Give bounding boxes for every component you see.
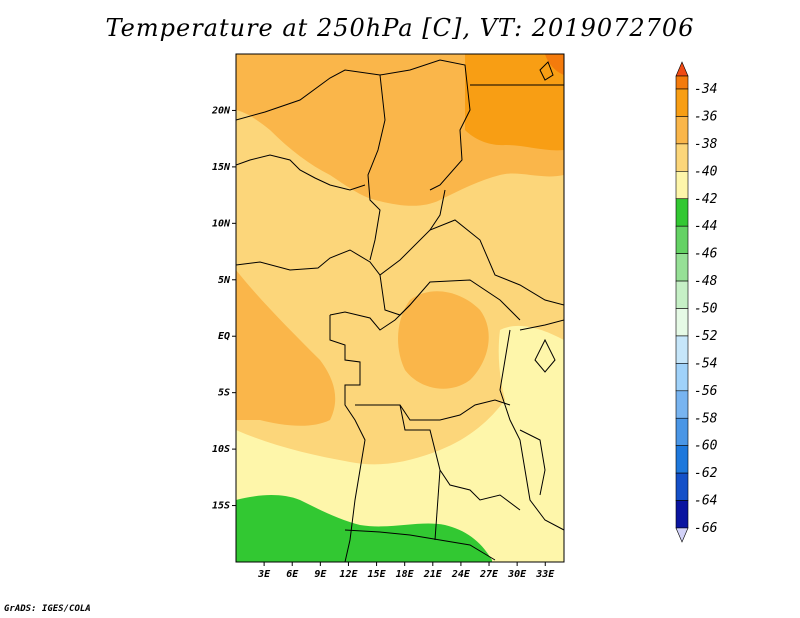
x-tick-label: 9E: [314, 569, 327, 580]
colorbar-label: -38: [694, 137, 718, 152]
border-line: [434, 469, 441, 541]
colorbar-swatch: [675, 363, 689, 392]
y-tick-label: 15S: [212, 501, 230, 512]
colorbar-swatch: [675, 225, 689, 254]
border-line: [367, 74, 386, 261]
x-tick-label: 24E: [451, 569, 471, 580]
x-tick-label: 21E: [423, 569, 443, 580]
colorbar-label: -62: [694, 466, 718, 481]
colorbar-label: -42: [694, 192, 718, 207]
temperature-field: [236, 54, 564, 562]
colorbar-swatch: [675, 171, 689, 200]
border-line: [519, 319, 564, 331]
border-line: [344, 529, 496, 561]
colorbar-swatch: [675, 472, 689, 501]
field-region-gulf-of-guinea: [236, 270, 336, 426]
border-line: [329, 315, 366, 562]
field-region-kalahari-south: [236, 495, 492, 562]
colorbar-swatch: [675, 143, 689, 172]
x-tick-label: 12E: [339, 569, 358, 580]
x-tick-label: 27E: [479, 569, 499, 580]
chart-title: Temperature at 250hPa [C], VT: 201907270…: [105, 14, 695, 42]
border-line: [236, 59, 471, 191]
colorbar-swatch: [675, 417, 689, 446]
border-line: [539, 61, 554, 81]
colorbar-label: -56: [694, 384, 718, 399]
colorbar-label: -50: [694, 302, 718, 317]
colorbar-label: -66: [694, 521, 718, 536]
x-tick-label: 3E: [257, 569, 271, 580]
y-tick-label: 5S: [218, 388, 230, 399]
colorbar-swatch: [675, 335, 689, 364]
country-borders: [236, 59, 564, 562]
y-tick-label: 10N: [212, 218, 231, 229]
field-region-central-africa-core: [398, 291, 489, 389]
y-tick-label: 20N: [211, 105, 231, 116]
colorbar: -34 -36 -38 -40 -42 -44 -46 -48 -50 -52 -54 -56 -58 -…: [675, 61, 718, 543]
colorbar-swatch: [675, 500, 689, 529]
x-tick-label: 6E: [286, 569, 299, 580]
y-tick-label: 15N: [212, 162, 231, 173]
field-region-north-east-sudan-egypt: [465, 54, 564, 151]
border-line: [329, 279, 521, 331]
colorbar-label: -36: [694, 109, 718, 124]
colorbar-top-arrow: [675, 61, 689, 77]
colorbar-label: -40: [694, 164, 718, 179]
y-tick-label: EQ: [218, 331, 230, 342]
colorbar-swatch: [675, 88, 689, 117]
border-line: [399, 404, 521, 511]
border-line: [236, 219, 564, 306]
border-line: [429, 189, 446, 231]
y-axis: 20N 15N 10N 5N EQ 5S 10S 15S: [211, 105, 236, 512]
grads-credit: GrADS: IGES/COLA: [4, 604, 91, 614]
border-line: [355, 399, 511, 421]
colorbar-label: -44: [694, 219, 717, 234]
colorbar-swatch: [675, 280, 689, 309]
colorbar-label: -64: [694, 494, 717, 509]
colorbar-label: -46: [694, 247, 718, 262]
colorbar-label: -48: [694, 274, 718, 289]
field-region-hotspot: [545, 54, 564, 75]
y-tick-label: 10S: [212, 444, 230, 455]
colorbar-swatch: [675, 445, 689, 474]
y-tick-label: 5N: [218, 275, 231, 286]
x-tick-label: 30E: [507, 569, 527, 580]
colorbar-label: -58: [694, 411, 718, 426]
field-region-southern-africa: [498, 325, 564, 471]
border-line: [236, 154, 366, 191]
colorbar-swatch: [675, 308, 689, 337]
colorbar-label: -60: [694, 439, 718, 454]
border-line: [534, 338, 556, 373]
x-tick-label: 33E: [535, 569, 555, 580]
colorbar-swatch: [675, 116, 689, 145]
colorbar-label: -54: [694, 356, 717, 371]
colorbar-swatch: [675, 390, 689, 419]
x-axis: 3E 6E 9E 12E 15E 18E 21E 24E 27E 30E 33E: [257, 562, 555, 580]
colorbar-label: -52: [694, 329, 718, 344]
x-tick-label: 15E: [368, 569, 387, 580]
colorbar-swatch: [675, 75, 689, 90]
colorbar-swatch: [675, 198, 689, 227]
map-frame: [235, 53, 565, 563]
colorbar-bottom-arrow: [675, 527, 689, 543]
border-line: [519, 429, 546, 496]
x-tick-label: 18E: [396, 569, 415, 580]
border-line: [499, 329, 564, 531]
colorbar-label: -34: [694, 82, 717, 97]
colorbar-swatch: [675, 253, 689, 282]
